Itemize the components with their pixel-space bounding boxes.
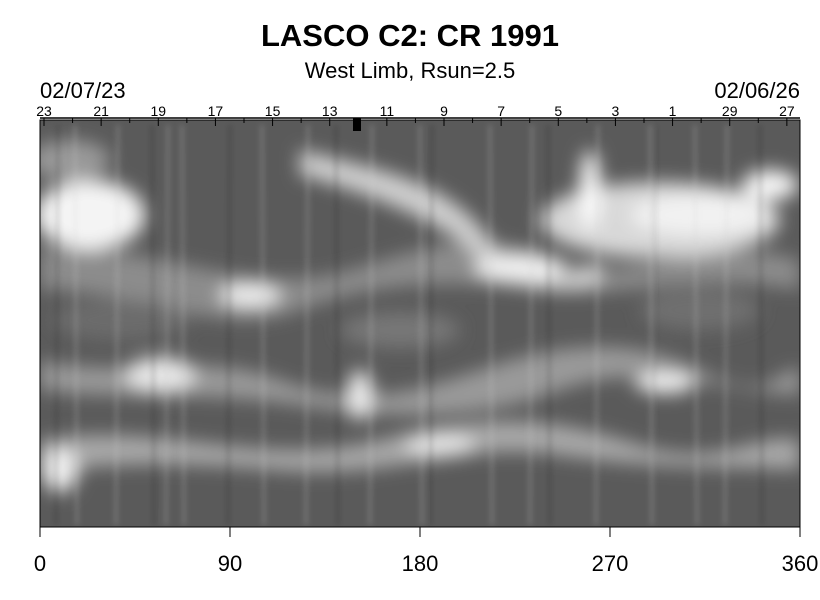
x-axis-tick-labels: 0 90 180 270 360 xyxy=(34,551,818,576)
streak xyxy=(547,124,551,526)
streak xyxy=(694,124,698,526)
streak xyxy=(115,124,119,526)
vertical-streaks xyxy=(55,124,763,526)
top-day-label: 13 xyxy=(322,103,338,119)
top-day-label: 9 xyxy=(440,103,448,119)
top-day-label: 27 xyxy=(779,103,795,119)
x-tick-label: 270 xyxy=(592,551,629,576)
top-day-label: 1 xyxy=(669,103,677,119)
streak xyxy=(261,124,265,526)
streak xyxy=(529,124,533,526)
start-date-label: 02/07/23 xyxy=(40,78,126,103)
streak xyxy=(724,124,728,526)
top-day-label: 15 xyxy=(265,103,281,119)
streak xyxy=(227,124,231,526)
top-day-label: 19 xyxy=(150,103,166,119)
streak xyxy=(595,124,599,526)
top-day-labels: 23 21 19 17 15 13 11 9 7 5 3 1 29 27 xyxy=(36,103,795,119)
x-tick-label: 180 xyxy=(402,551,439,576)
chart-title: LASCO C2: CR 1991 xyxy=(260,18,560,53)
intensity-map xyxy=(40,120,800,527)
missing-data-marker xyxy=(353,118,361,131)
streak xyxy=(759,124,763,526)
streak xyxy=(369,124,373,526)
top-day-label: 7 xyxy=(497,103,505,119)
streak xyxy=(181,124,185,526)
x-tick-label: 360 xyxy=(782,551,819,576)
top-day-label: 3 xyxy=(612,103,620,119)
top-day-label: 5 xyxy=(554,103,562,119)
streak xyxy=(74,124,78,526)
chart-subtitle: West Limb, Rsun=2.5 xyxy=(304,58,516,83)
streak xyxy=(335,124,339,526)
streak xyxy=(652,124,656,526)
streak xyxy=(429,124,433,526)
x-tick-label: 0 xyxy=(34,551,46,576)
streak xyxy=(165,124,169,526)
top-day-label: 23 xyxy=(36,103,52,119)
top-day-label: 21 xyxy=(93,103,109,119)
x-tick-label: 90 xyxy=(218,551,242,576)
top-day-label: 17 xyxy=(208,103,224,119)
streak xyxy=(489,124,493,526)
streamer-bands xyxy=(40,140,800,492)
top-day-ticks xyxy=(43,118,788,126)
x-axis-ticks xyxy=(39,527,801,537)
streak xyxy=(55,124,59,526)
streak xyxy=(151,124,155,526)
top-day-label: 11 xyxy=(380,103,395,119)
end-date-label: 02/06/26 xyxy=(714,78,800,103)
streak xyxy=(649,124,653,526)
streak xyxy=(419,124,423,526)
streak xyxy=(305,124,309,526)
top-day-label: 29 xyxy=(722,103,738,119)
